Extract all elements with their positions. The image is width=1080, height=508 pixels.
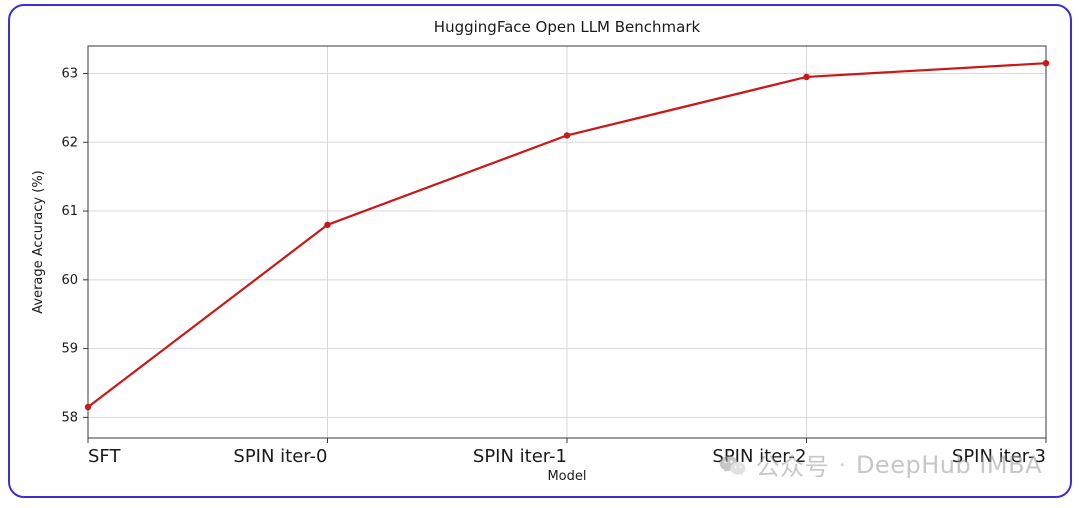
y-tick-label: 60 [61, 273, 78, 288]
y-tick-label: 59 [61, 342, 78, 357]
x-tick-label: SPIN iter-3 [952, 446, 1046, 467]
y-axis-label: Average Accuracy (%) [31, 170, 46, 314]
data-point [803, 74, 809, 80]
x-axis-label: Model [547, 469, 586, 484]
y-tick-label: 62 [61, 135, 78, 150]
x-tick-label: SPIN iter-0 [233, 446, 327, 467]
data-point [85, 404, 91, 410]
line-chart: 58 59 60 61 62 63 SFT SPIN iter-0 SPIN iter-1 SPI… [10, 6, 1070, 496]
data-point [564, 132, 570, 138]
chart-title: HuggingFace Open LLM Benchmark [434, 18, 701, 36]
y-tick-label: 58 [61, 410, 78, 425]
data-point [1043, 60, 1049, 66]
data-point [324, 222, 330, 228]
x-tick-label: SFT [88, 446, 121, 467]
y-tick-label: 63 [61, 67, 78, 82]
x-tick-label: SPIN iter-2 [712, 446, 806, 467]
y-tick-label: 61 [61, 204, 78, 219]
chart-card: 58 59 60 61 62 63 SFT SPIN iter-0 SPIN iter-1 SPI… [8, 4, 1072, 498]
x-tick-label: SPIN iter-1 [473, 446, 567, 467]
